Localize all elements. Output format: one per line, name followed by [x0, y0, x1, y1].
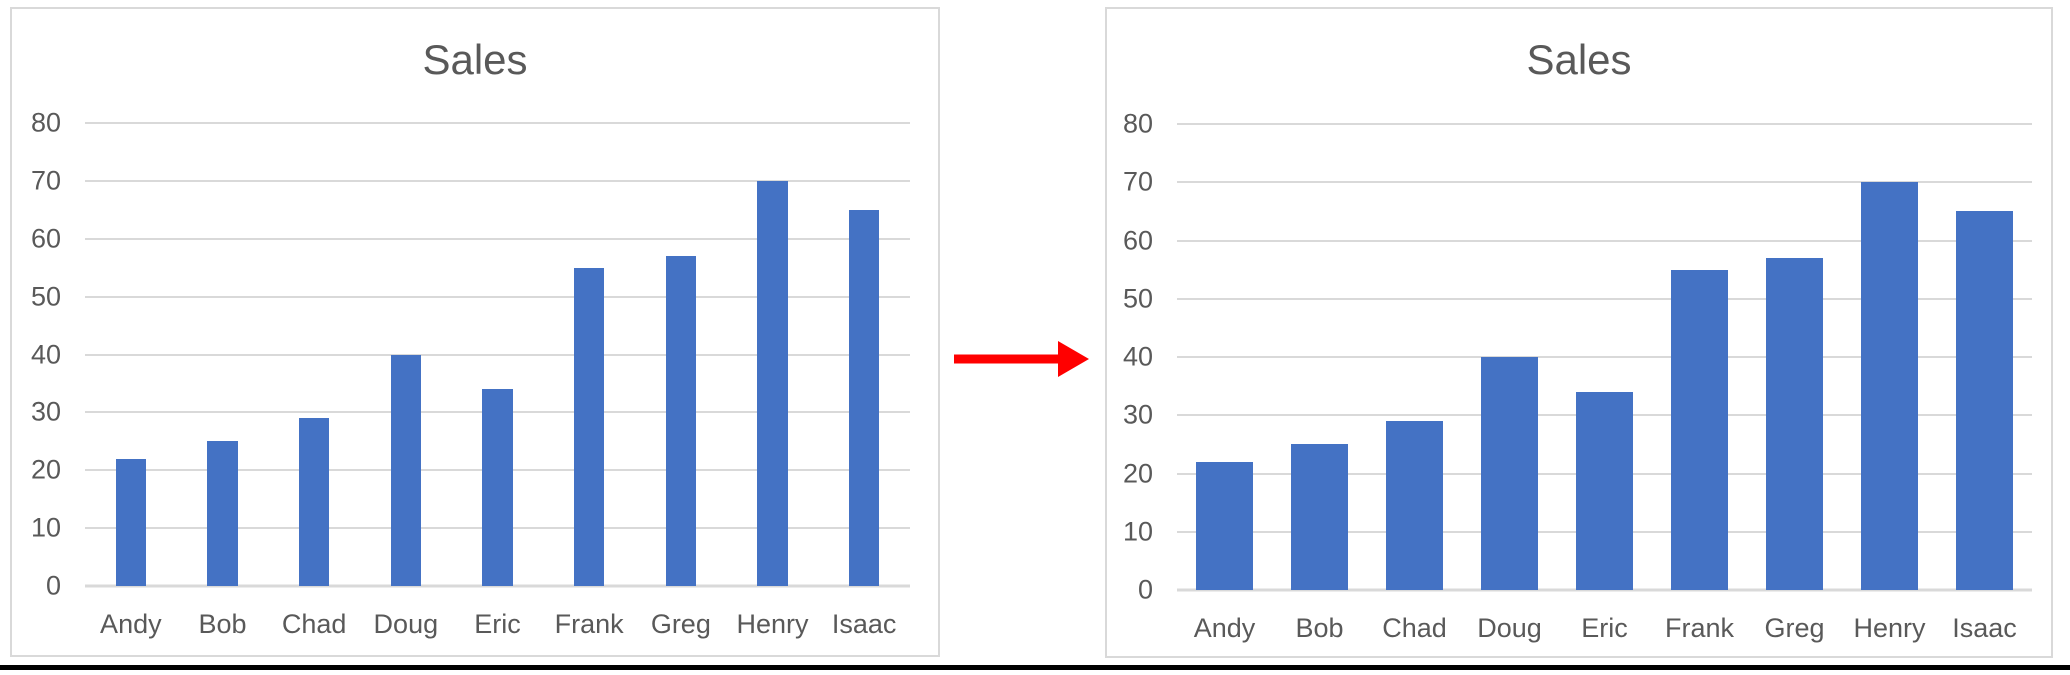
x-axis-category-label: Isaac	[831, 609, 897, 639]
x-axis-category-label: Henry	[736, 609, 809, 639]
bar-doug	[390, 354, 421, 586]
bar-isaac	[1955, 211, 2014, 590]
y-gridline	[85, 179, 910, 182]
plot-area: 0 10 20 30 40 50 60 70 80 Andy Bob Chad Doug Eric Fran…	[31, 109, 910, 638]
bar-isaac	[849, 209, 880, 586]
x-axis-category-label: Frank	[1664, 613, 1735, 643]
x-axis-category-label: Greg	[1764, 613, 1825, 643]
bar-andy	[115, 458, 146, 586]
x-axis-category-label: Eric	[1581, 613, 1628, 643]
x-axis-category-label: Chad	[1382, 613, 1447, 643]
bar-greg	[665, 256, 696, 586]
y-gridline	[85, 237, 910, 240]
y-axis-tick-label: 50	[1122, 283, 1153, 314]
bar-doug	[1480, 357, 1539, 590]
x-axis-line	[1177, 588, 2032, 592]
bar-eric	[1575, 391, 1634, 590]
x-axis-line	[85, 584, 910, 588]
y-gridline	[1177, 297, 2032, 300]
bar-frank	[574, 267, 605, 586]
y-axis-tick-label: 30	[1122, 399, 1153, 430]
y-axis-tick-label: 70	[30, 165, 61, 196]
x-axis-category-label: Andy	[100, 609, 162, 639]
y-axis-tick-label: 60	[30, 223, 61, 254]
x-axis-category-label: Andy	[1193, 613, 1256, 643]
bar-andy	[1195, 461, 1254, 590]
y-axis-tick-label: 0	[45, 570, 61, 601]
bar-eric	[482, 389, 513, 586]
y-gridline	[1177, 239, 2032, 242]
y-axis-tick-label: 60	[1122, 225, 1153, 255]
y-axis-tick-label: 10	[30, 512, 61, 543]
x-axis-category-label: Bob	[1295, 613, 1344, 643]
chart-after: Sales 0 10 20 30 40 50 60 70 80 Andy Bob Chad Doug Er…	[1105, 7, 2053, 658]
bottom-divider	[0, 665, 2070, 670]
x-axis-category-label: Isaac	[1952, 613, 2017, 643]
x-axis-category-label: Doug	[1477, 613, 1542, 643]
y-axis-tick-label: 20	[30, 454, 61, 485]
bar-bob	[1290, 444, 1349, 590]
y-axis-tick-label: 30	[30, 396, 61, 427]
bar-frank	[1670, 269, 1729, 590]
x-axis-category-label: Chad	[281, 609, 347, 639]
y-axis-tick-label: 80	[1122, 108, 1153, 139]
y-gridline	[1177, 356, 2032, 358]
y-axis-tick-label: 0	[1137, 574, 1153, 605]
chart-title: Sales	[422, 36, 528, 83]
y-axis-tick-label: 40	[1122, 341, 1153, 372]
arrow-head	[1058, 341, 1089, 377]
x-axis-category-label: Greg	[650, 609, 711, 639]
y-gridline	[85, 122, 910, 124]
bar-chad	[1385, 421, 1444, 590]
y-gridline	[1177, 181, 2032, 184]
bar-henry	[1860, 182, 1919, 590]
bar-greg	[1765, 257, 1824, 590]
chart-before: Sales 0 10 20 30 40 50 60 70 80 Andy Bob Chad Doug Er…	[10, 7, 940, 657]
plot-area: 0 10 20 30 40 50 60 70 80 Andy Bob Chad Doug Eric Fran…	[1123, 110, 2032, 642]
y-gridline	[85, 295, 910, 298]
y-axis-tick-label: 80	[30, 107, 61, 138]
x-axis-category-label: Bob	[198, 609, 247, 639]
y-axis-tick-label: 10	[1122, 516, 1153, 547]
y-axis-tick-label: 20	[1122, 458, 1153, 488]
x-axis-category-label: Frank	[554, 609, 624, 639]
y-gridline	[85, 353, 910, 356]
bar-bob	[207, 441, 238, 586]
x-axis-category-label: Doug	[373, 609, 439, 639]
y-axis-tick-label: 40	[30, 339, 61, 369]
y-axis-tick-label: 70	[1122, 166, 1153, 197]
y-axis-tick-label: 50	[30, 281, 61, 312]
y-gridline	[1177, 123, 2032, 125]
transform-arrow-icon	[954, 341, 1089, 377]
bar-chad	[299, 418, 330, 586]
chart-title: Sales	[1526, 36, 1632, 83]
x-axis-category-label: Eric	[474, 609, 521, 639]
x-axis-category-label: Henry	[1853, 613, 1926, 643]
bar-henry	[757, 180, 788, 586]
